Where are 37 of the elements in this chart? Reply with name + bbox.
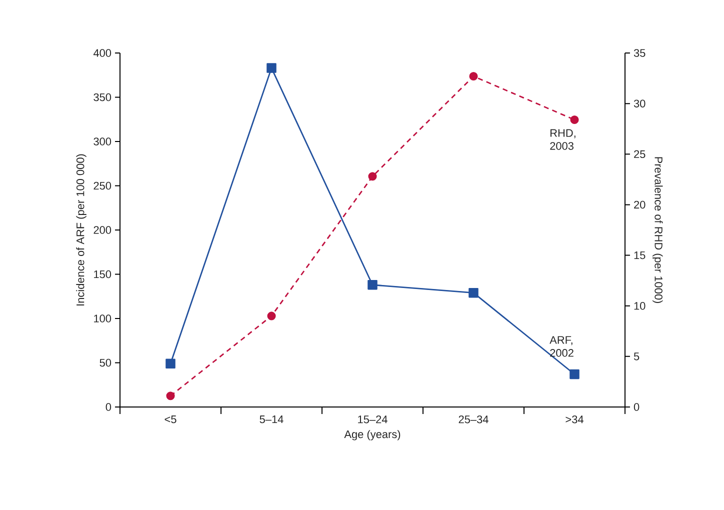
y2-tick-label: 0 — [634, 403, 640, 411]
y-tick-label: 100 — [94, 314, 112, 322]
series-label: RHD, 2003 — [550, 129, 576, 150]
y2-tick-label: 10 — [634, 302, 646, 310]
x-tick-label: 25–34 — [458, 416, 488, 424]
y2-tick-label: 20 — [634, 200, 646, 209]
point — [570, 369, 580, 380]
point — [166, 358, 176, 369]
y-tick-label: 200 — [94, 226, 112, 234]
y-axis-title: Incidence of ARF (per 100 000) — [76, 154, 86, 306]
y-tick-label: 300 — [94, 138, 112, 146]
point — [468, 288, 478, 298]
point — [166, 392, 175, 400]
y-tick-label: 400 — [93, 49, 112, 57]
y2-axis-title: Prevalence of RHD (per 1000) — [652, 157, 663, 303]
point — [469, 72, 478, 81]
y2-tick-label: 25 — [634, 150, 646, 158]
y2-tick-label: 35 — [634, 49, 646, 57]
y-tick-label: 250 — [94, 182, 112, 190]
x-tick-label: 5–14 — [260, 416, 284, 424]
x-tick-label: 15–24 — [358, 416, 388, 424]
y-tick-label: 0 — [106, 403, 112, 411]
y-tick-label: 50 — [100, 358, 112, 367]
x-tick-label: >34 — [566, 416, 584, 424]
y-tick-label: 150 — [94, 270, 112, 278]
series-label: ARF, 2002 — [550, 336, 574, 357]
y-tick-label: 350 — [94, 93, 112, 102]
point — [570, 115, 579, 124]
x-axis-title: Age (years) — [344, 430, 400, 440]
y2-tick-label: 15 — [634, 251, 646, 260]
point — [368, 280, 378, 290]
x-tick-label: <5 — [164, 416, 176, 424]
y2-tick-label: 5 — [634, 352, 640, 360]
point — [266, 63, 276, 73]
point — [368, 172, 377, 181]
y2-tick-label: 30 — [634, 100, 646, 108]
point — [267, 312, 276, 320]
